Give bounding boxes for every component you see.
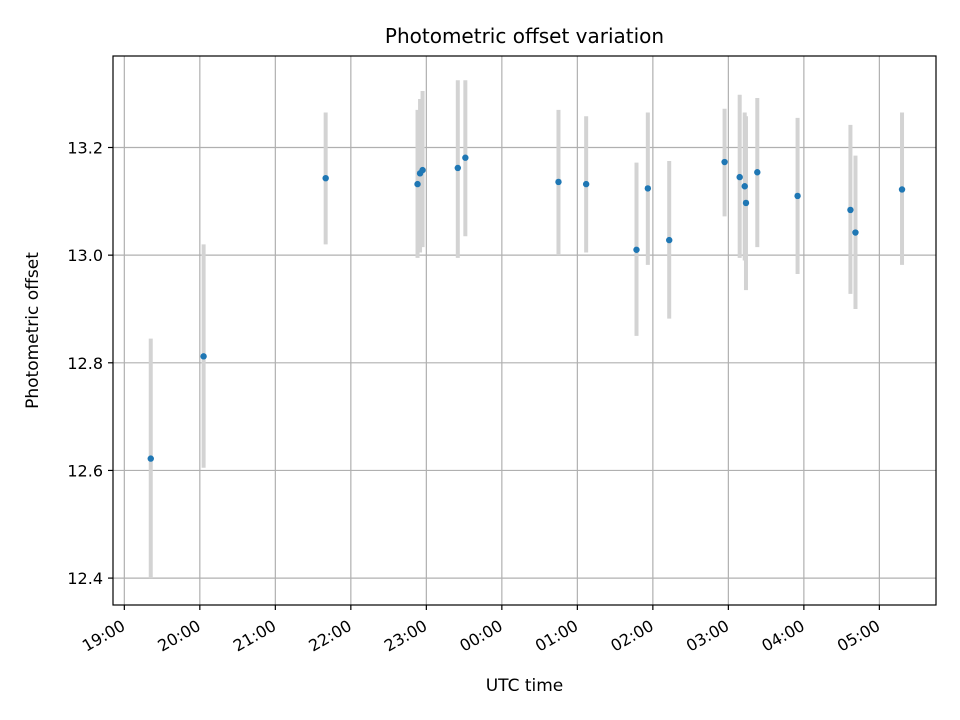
data-point bbox=[742, 199, 750, 207]
plot-frame bbox=[112, 55, 937, 606]
data-point bbox=[847, 206, 854, 214]
y-tick-label: 13.2 bbox=[67, 139, 103, 158]
data-point bbox=[555, 178, 562, 186]
data-point bbox=[898, 186, 906, 193]
data-point bbox=[582, 180, 590, 188]
data-point bbox=[147, 455, 154, 462]
data-point bbox=[852, 229, 859, 236]
data-point bbox=[754, 169, 761, 176]
chart-title: Photometric offset variation bbox=[385, 24, 664, 48]
y-tick-label: 12.6 bbox=[67, 461, 103, 480]
y-tick-label: 13.0 bbox=[67, 246, 103, 265]
data-point bbox=[736, 173, 743, 181]
data-point bbox=[666, 236, 673, 244]
x-axis-label: UTC time bbox=[486, 676, 564, 696]
data-point bbox=[633, 246, 640, 253]
data-point bbox=[322, 174, 329, 182]
data-point bbox=[419, 166, 426, 174]
data-point bbox=[454, 164, 462, 172]
data-point bbox=[462, 154, 469, 161]
data-point bbox=[414, 180, 421, 188]
data-point bbox=[741, 183, 748, 190]
data-point bbox=[200, 353, 207, 360]
y-tick-label: 12.4 bbox=[67, 569, 103, 588]
data-point bbox=[794, 192, 801, 200]
data-point bbox=[721, 158, 728, 166]
y-tick-label: 12.8 bbox=[67, 354, 103, 373]
point-layer bbox=[147, 154, 906, 462]
grid-layer bbox=[113, 56, 936, 605]
data-point bbox=[644, 185, 652, 192]
y-axis-label: Photometric offset bbox=[23, 252, 43, 409]
